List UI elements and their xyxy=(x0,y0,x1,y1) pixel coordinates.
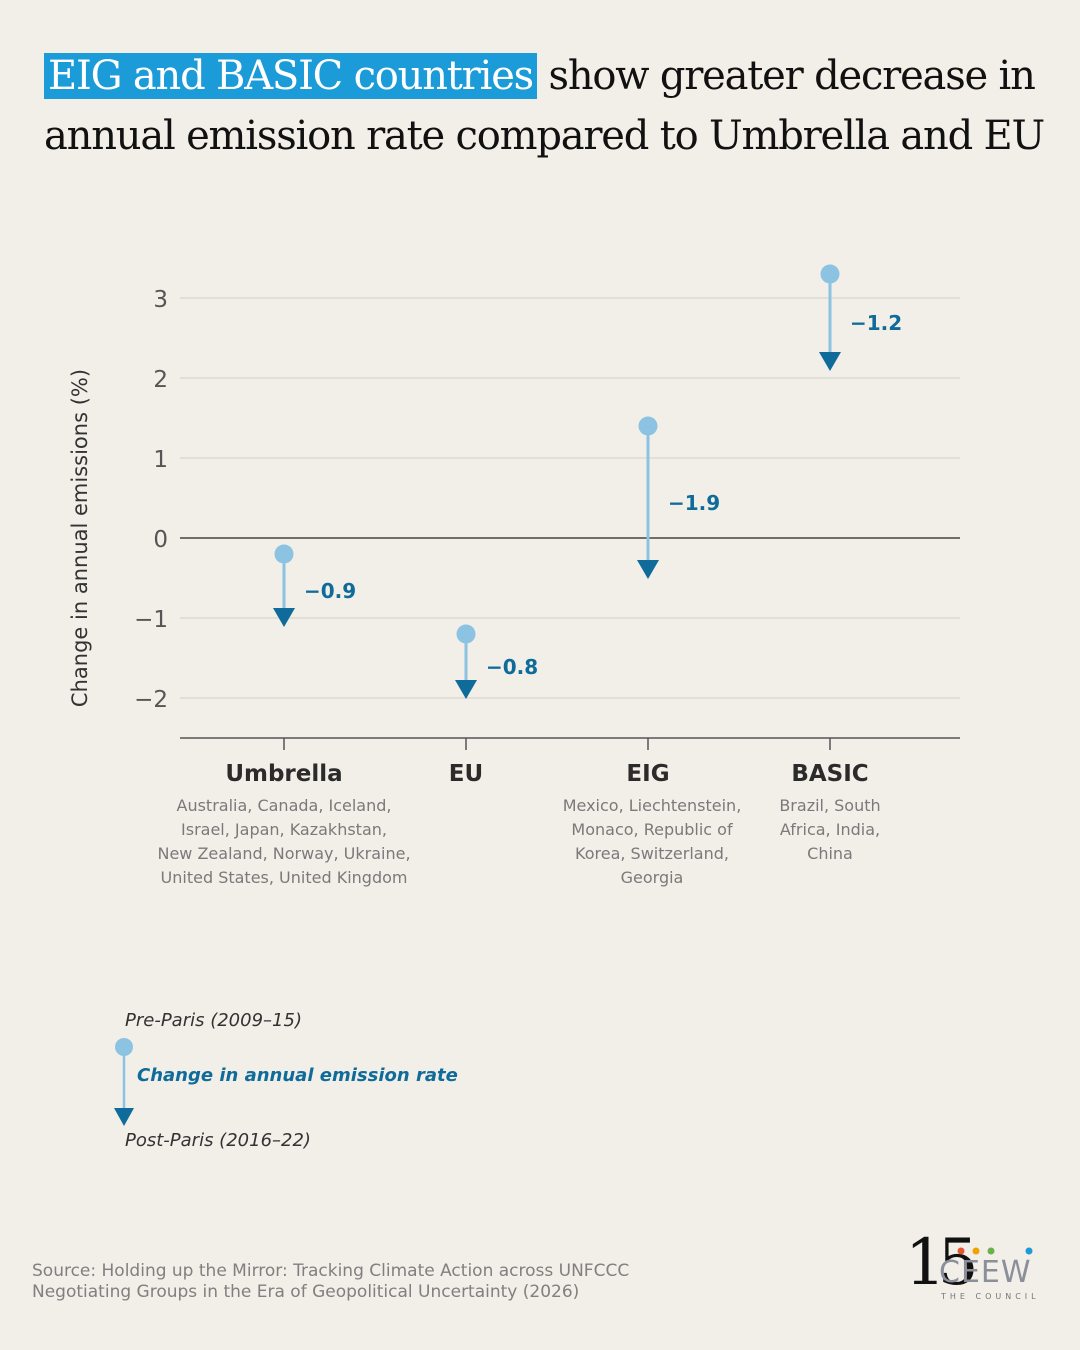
member-line: Brazil, South xyxy=(779,796,881,815)
title-rest-line1: show greater decrease in xyxy=(537,53,1036,99)
ceew-logo: 15 CEEW THE COUNCIL xyxy=(905,1226,1040,1301)
category-label: Umbrella xyxy=(225,761,343,787)
category-members: Mexico, Liechtenstein, Monaco, Republic o… xyxy=(502,794,802,890)
member-line: Australia, Canada, Iceland, xyxy=(176,796,392,815)
member-line: Georgia xyxy=(620,868,684,887)
change-value-label: −0.9 xyxy=(304,579,356,603)
post-paris-arrowhead xyxy=(819,352,841,371)
category-members: Brazil, South Africa, India, China xyxy=(680,794,980,866)
legend-pre-label: Pre-Paris (2009–15) xyxy=(125,1010,302,1031)
member-line: New Zealand, Norway, Ukraine, xyxy=(157,844,411,863)
pre-paris-point xyxy=(456,624,476,644)
y-tick-label: −1 xyxy=(134,607,168,633)
member-line: Korea, Switzerland, xyxy=(575,844,729,863)
y-tick-label: 0 xyxy=(153,527,168,553)
y-tick-label: 2 xyxy=(153,367,168,393)
pre-paris-point xyxy=(820,264,840,284)
member-line: Mexico, Liechtenstein, xyxy=(562,796,742,815)
member-line: United States, United Kingdom xyxy=(160,868,408,887)
category-label: BASIC xyxy=(791,761,869,787)
legend: Pre-Paris (2009–15) Change in annual emi… xyxy=(110,1008,530,1168)
y-tick-label: 1 xyxy=(153,447,168,473)
member-line: Monaco, Republic of xyxy=(571,820,733,839)
legend-arrow-icon xyxy=(114,1038,134,1126)
y-axis-label: Change in annual emissions (%) xyxy=(68,369,92,707)
title-highlight: EIG and BASIC countries xyxy=(44,53,537,99)
member-line: China xyxy=(807,844,853,863)
pre-paris-point xyxy=(638,416,658,436)
member-line: Israel, Japan, Kazakhstan, xyxy=(181,820,387,839)
source-line1: Source: Holding up the Mirror: Tracking … xyxy=(32,1261,630,1281)
legend-change-label: Change in annual emission rate xyxy=(137,1065,458,1086)
source-line2: Negotiating Groups in the Era of Geopoli… xyxy=(32,1282,580,1302)
pre-paris-point xyxy=(274,544,294,564)
post-paris-arrowhead xyxy=(637,560,659,579)
y-tick-label: −2 xyxy=(134,687,168,713)
category-members: Australia, Canada, Iceland, Israel, Japan… xyxy=(134,794,434,890)
page-title: EIG and BASIC countries show greater dec… xyxy=(44,46,1045,166)
y-tick-label: 3 xyxy=(153,287,168,313)
legend-post-label: Post-Paris (2016–22) xyxy=(125,1130,311,1151)
change-value-label: −0.8 xyxy=(486,655,538,679)
change-value-label: −1.2 xyxy=(850,311,902,335)
svg-text:THE COUNCIL: THE COUNCIL xyxy=(940,1292,1040,1301)
chart: 3 2 1 0 −1 −2 Change in annual emissions (%) −0… xyxy=(68,264,960,750)
member-line: Africa, India, xyxy=(779,820,881,839)
change-value-label: −1.9 xyxy=(668,491,720,515)
post-paris-arrowhead xyxy=(273,608,295,627)
category-label: EU xyxy=(448,761,484,787)
category-label: EIG xyxy=(626,761,670,787)
title-line2: annual emission rate compared to Umbrell… xyxy=(44,113,1045,159)
post-paris-arrowhead xyxy=(455,680,477,699)
svg-text:CEEW: CEEW xyxy=(939,1255,1032,1290)
source-note: Source: Holding up the Mirror: Tracking … xyxy=(32,1261,752,1303)
svg-text:15: 15 xyxy=(905,1226,974,1300)
